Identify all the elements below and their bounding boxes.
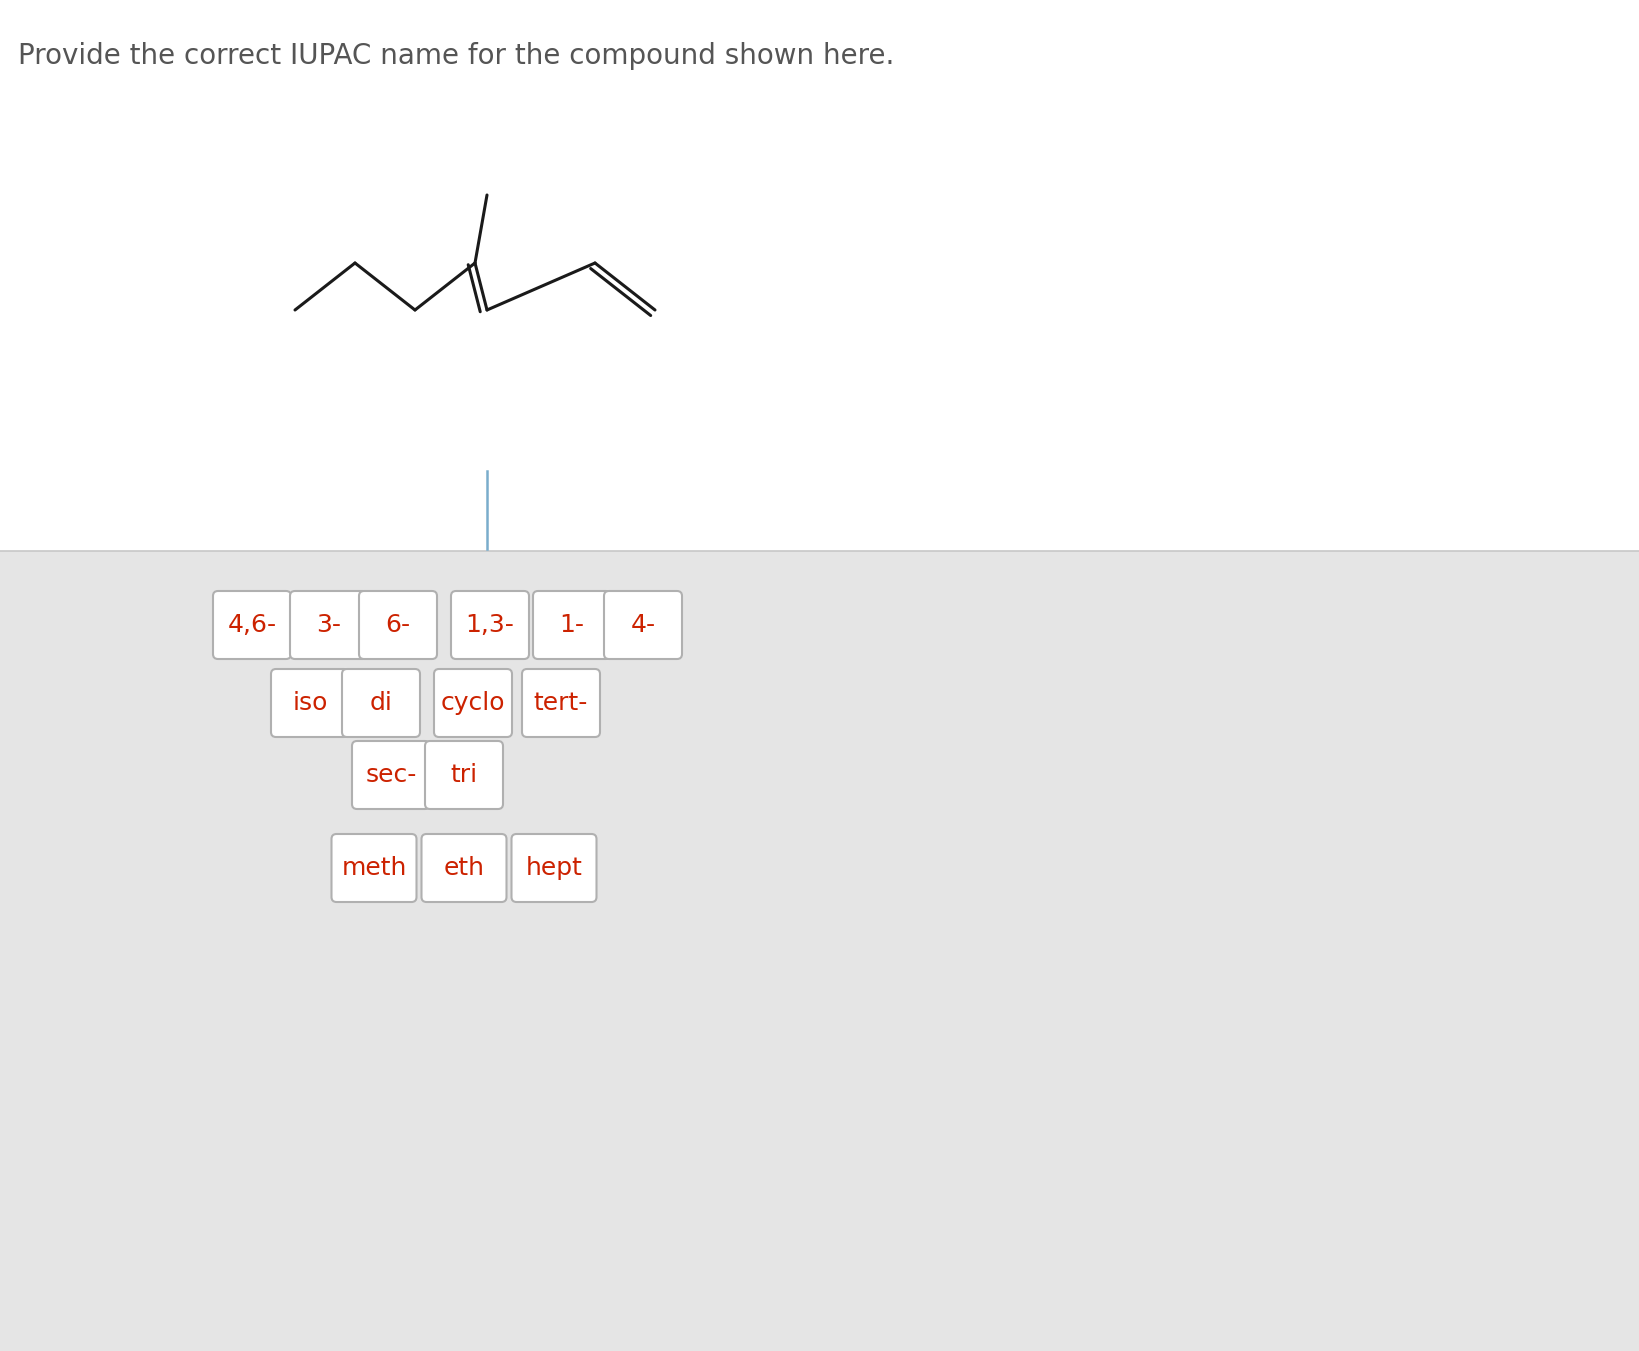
Bar	[0, 0, 1639, 551]
FancyBboxPatch shape	[511, 834, 597, 902]
FancyBboxPatch shape	[603, 590, 682, 659]
Bar	[0, 551, 1639, 1351]
Text: 3-: 3-	[316, 613, 341, 638]
FancyBboxPatch shape	[331, 834, 416, 902]
FancyBboxPatch shape	[352, 740, 429, 809]
FancyBboxPatch shape	[213, 590, 290, 659]
FancyBboxPatch shape	[425, 740, 503, 809]
Text: eth: eth	[443, 857, 484, 880]
FancyBboxPatch shape	[270, 669, 349, 738]
FancyBboxPatch shape	[359, 590, 436, 659]
Text: 1-: 1-	[559, 613, 583, 638]
Text: di: di	[369, 690, 392, 715]
FancyBboxPatch shape	[533, 590, 611, 659]
Text: tert-: tert-	[533, 690, 588, 715]
FancyBboxPatch shape	[434, 669, 511, 738]
FancyBboxPatch shape	[290, 590, 367, 659]
Text: 4-: 4-	[629, 613, 656, 638]
FancyBboxPatch shape	[343, 669, 420, 738]
Text: Provide the correct IUPAC name for the compound shown here.: Provide the correct IUPAC name for the c…	[18, 42, 893, 70]
Text: hept: hept	[524, 857, 582, 880]
FancyBboxPatch shape	[521, 669, 600, 738]
Text: meth: meth	[341, 857, 406, 880]
Text: sec-: sec-	[365, 763, 416, 788]
FancyBboxPatch shape	[421, 834, 506, 902]
Text: 6-: 6-	[385, 613, 410, 638]
Text: 4,6-: 4,6-	[228, 613, 277, 638]
FancyBboxPatch shape	[451, 590, 529, 659]
Text: tri: tri	[451, 763, 477, 788]
Text: iso: iso	[292, 690, 328, 715]
Text: 1,3-: 1,3-	[465, 613, 515, 638]
Text: cyclo: cyclo	[441, 690, 505, 715]
